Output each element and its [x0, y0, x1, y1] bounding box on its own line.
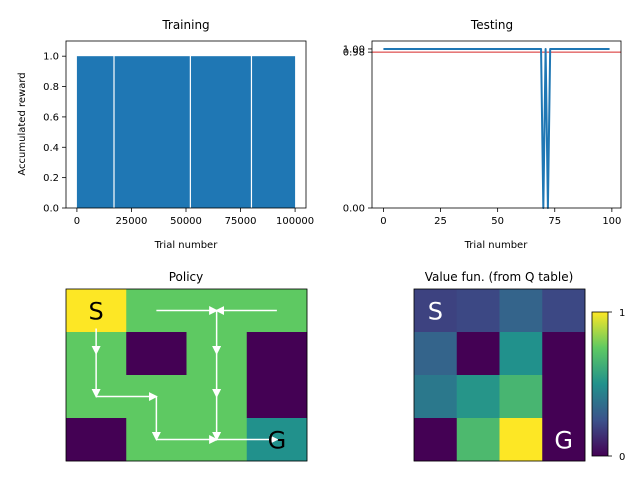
training-x-ticks: 0 25000 50000 75000 100000 [74, 208, 314, 227]
grid-cell [542, 289, 586, 333]
training-bar-block [252, 56, 296, 208]
grid-cell [499, 375, 543, 419]
grid-cell [246, 332, 308, 376]
training-x-label: Trial number [154, 240, 219, 251]
training-panel: Training 0 25000 50000 75000 100000 0.00.20.… [17, 18, 314, 251]
x-tick-label: 25 [434, 216, 447, 227]
goal-label: G [554, 427, 573, 455]
testing-axes-frame [371, 40, 622, 209]
x-tick-label: 100000 [276, 216, 314, 227]
colorbar-label-max: 1 [619, 308, 625, 319]
y-tick-label: 0.00 [343, 204, 365, 215]
training-y-label: Accumulated reward [17, 72, 28, 175]
grid-cell [414, 289, 458, 333]
value-cell-labels: SG [428, 298, 573, 455]
testing-y-ticks: 0.00 0.981.00 [343, 44, 372, 215]
testing-series-line [383, 47, 610, 209]
training-bar-block [190, 56, 251, 208]
grid-cell [499, 418, 543, 462]
grid-cell [414, 375, 458, 419]
colorbar-label-min: 0 [619, 452, 625, 463]
grid-cell [66, 289, 127, 333]
x-tick-label: 25000 [116, 216, 148, 227]
grid-cell [246, 375, 308, 419]
testing-title: Testing [470, 18, 513, 32]
training-title: Training [161, 18, 209, 32]
grid-cell [499, 289, 543, 333]
y-tick-label: 1.0 [43, 52, 59, 63]
grid-cell [499, 332, 543, 376]
grid-cell [126, 332, 187, 376]
grid-cell [542, 418, 586, 462]
grid-cell [456, 289, 500, 333]
grid-cell [456, 418, 500, 462]
x-tick-label: 50 [491, 216, 504, 227]
grid-cell [414, 418, 458, 462]
grid-cell [414, 332, 458, 376]
policy-panel: Policy SG [65, 270, 308, 462]
y-tick-label: 0.8 [43, 82, 59, 93]
grid-cell [456, 332, 500, 376]
start-label: S [428, 298, 443, 326]
grid-cell [66, 418, 127, 462]
policy-cell-labels: SG [89, 298, 287, 455]
value-grid [414, 289, 586, 462]
policy-frame [65, 288, 308, 462]
y-tick-label: 0.2 [43, 173, 59, 184]
grid-cell [542, 375, 586, 419]
x-tick-label: 50000 [170, 216, 202, 227]
x-tick-label: 100 [602, 216, 621, 227]
x-tick-label: 75 [548, 216, 561, 227]
y-tick-label: 0.98 [343, 48, 365, 59]
goal-label: G [268, 427, 287, 455]
testing-x-label: Trial number [464, 240, 529, 251]
value-frame [413, 288, 586, 462]
y-tick-label: 0.6 [43, 112, 59, 123]
y-tick-label: 1.00 [343, 44, 365, 55]
x-tick-label: 75000 [225, 216, 257, 227]
y-tick-label: 0.4 [43, 143, 59, 154]
x-tick-label: 0 [380, 216, 386, 227]
policy-title: Policy [169, 270, 204, 284]
grid-cell [456, 375, 500, 419]
y-tick-label: 0.0 [43, 204, 59, 215]
policy-arrows [91, 306, 279, 444]
training-bars [76, 56, 296, 208]
training-bar-block [76, 56, 114, 208]
x-tick-label: 0 [74, 216, 80, 227]
training-y-ticks: 0.0 0.2 0.4 0.6 0.8 1.0 [43, 52, 66, 215]
start-label: S [89, 298, 104, 326]
value-title: Value fun. (from Q table) [425, 270, 574, 284]
testing-x-ticks: 0 25 50 75 100 [380, 208, 621, 227]
value-panel: Value fun. (from Q table) SG 0 1 [413, 270, 625, 463]
testing-panel: Testing 0 25 50 75 100 0.00 0.981.00 Trial nu… [343, 18, 622, 251]
value-colorbar [591, 311, 609, 457]
grid-cell [542, 332, 586, 376]
training-bar-block [114, 56, 190, 208]
testing-lines [372, 47, 621, 209]
